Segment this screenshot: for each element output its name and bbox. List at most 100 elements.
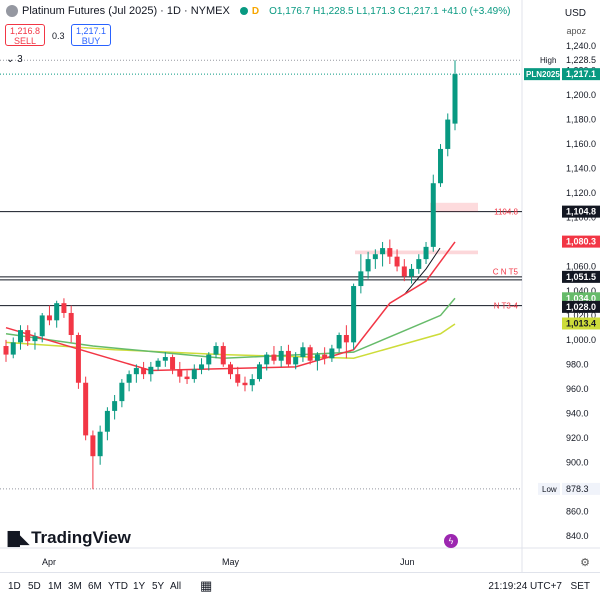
ema-green-line (5, 297, 456, 360)
timeframe-3m[interactable]: 3M (68, 581, 82, 592)
axis-mode-label: apoz (566, 26, 586, 36)
badge-1051: 1,051.5 (566, 272, 596, 282)
candle-body (271, 354, 277, 361)
candle-body (213, 346, 219, 355)
xaxis-apr: Apr (42, 557, 56, 567)
symbol-title[interactable]: Platinum Futures (Jul 2025) · 1D · NYMEX (22, 5, 230, 17)
ticker-label-bg (524, 68, 560, 81)
high-value: 1,228.5 (566, 55, 596, 65)
candle-body (452, 74, 458, 124)
ohlc-readout: O1,176.7 H1,228.5 L1,171.3 C1,217.1 +41.… (269, 6, 510, 17)
session-settings[interactable]: SET (570, 581, 590, 592)
candle-body (25, 330, 31, 342)
candle-body (177, 369, 183, 377)
candle-body (54, 303, 60, 321)
gear-icon[interactable]: ⚙ (580, 557, 590, 569)
tradingview-logo: ▇◣ TradingView (8, 528, 131, 548)
price-tick-label: 900.0 (566, 457, 589, 467)
sell-button[interactable]: 1,216.8 SELL (5, 24, 45, 46)
candle-body (372, 254, 378, 260)
price-tick-label: 1,120.0 (566, 188, 596, 198)
chart-header: Platinum Futures (Jul 2025) · 1D · NYMEX… (6, 5, 510, 17)
candle-body (380, 248, 386, 255)
badge-1013: 1,013.4 (566, 319, 596, 329)
candle-body (148, 366, 154, 375)
resistance-zone (430, 202, 478, 212)
price-tick-label: 1,040.0 (566, 286, 596, 296)
candle-body (228, 364, 233, 375)
price-tick-label: 940.0 (566, 408, 589, 418)
chevron-down-icon: ⌄ (6, 54, 15, 65)
candle-body (3, 346, 9, 355)
price-tick-label: 1,200.0 (566, 90, 596, 100)
badge-1013-bg (562, 317, 600, 330)
candle-body (184, 376, 190, 380)
date-range-icon[interactable]: ▦ (200, 578, 213, 593)
candle-body (162, 357, 168, 361)
candle-body (17, 330, 23, 343)
candle-body (351, 286, 357, 343)
market-status-icon (239, 7, 248, 15)
price-tick-label: 1,060.0 (566, 261, 596, 271)
timeframe-6m[interactable]: 6M (88, 581, 102, 592)
indicators-toggle[interactable]: ⌄ 3 (6, 54, 23, 65)
price-tick-label: 960.0 (566, 384, 589, 394)
ticker-label: PLN2025 (526, 70, 560, 79)
indicators-count: 3 (17, 54, 23, 65)
candle-body (256, 364, 262, 380)
zone-1072 (355, 250, 478, 255)
sell-label: SELL (13, 36, 37, 46)
price-tick-label: 1,240.0 (566, 41, 596, 51)
candle-body (133, 368, 139, 375)
price-tick-label: 840.0 (566, 531, 589, 541)
badge-1028: 1,028.0 (566, 302, 596, 312)
candle-body (278, 350, 284, 361)
candle-body (394, 256, 400, 267)
badge-1104: 1,104.8 (566, 207, 596, 217)
flash-icon[interactable]: ϟ (444, 534, 458, 548)
xaxis-jun: Jun (400, 557, 415, 567)
candle-body (307, 347, 313, 361)
candle-body (61, 303, 67, 313)
candle-body (191, 369, 197, 380)
buy-button[interactable]: 1,217.1 BUY (71, 24, 111, 46)
xaxis-may: May (222, 557, 240, 567)
ema-red-line (5, 241, 456, 372)
candle-body (438, 148, 444, 184)
candle-body (423, 246, 429, 260)
candle-body (387, 248, 393, 257)
timeframe-1m[interactable]: 1M (48, 581, 62, 592)
hline-1104-label: 1104.8 (494, 208, 518, 217)
trendline-drawing (403, 247, 441, 295)
timeframe-1y[interactable]: 1Y (133, 581, 146, 592)
sell-price: 1,216.8 (9, 26, 41, 36)
candle-body (206, 354, 212, 365)
timeframe-5d[interactable]: 5D (28, 581, 41, 592)
timeframe-all[interactable]: All (170, 581, 182, 592)
ema-yellow-line (5, 323, 456, 360)
timeframe-1d[interactable]: 1D (8, 581, 21, 592)
timeframe-5y[interactable]: 5Y (152, 581, 165, 592)
candle-body (10, 342, 16, 355)
candle-body (104, 410, 110, 432)
timeframe-ytd[interactable]: YTD (108, 581, 128, 592)
candle-body (170, 357, 176, 370)
ohlc-change: +41.0 (+3.49%) (441, 5, 511, 17)
candle-body (97, 431, 103, 457)
buy-label: BUY (81, 36, 101, 46)
candle-body (285, 350, 291, 365)
price-tick-label: 1,020.0 (566, 310, 596, 320)
currency-label[interactable]: USD (564, 8, 586, 19)
clock-readout[interactable]: 21:19:24 UTC+7 (488, 581, 562, 592)
candle-body (314, 354, 320, 361)
ohlc-low: L1,171.3 (356, 5, 396, 17)
candle-body (329, 348, 335, 359)
symbol-logo-icon (6, 5, 18, 17)
candle-body (112, 401, 118, 411)
high-label: High (540, 56, 556, 65)
candle-body (126, 374, 132, 383)
candle-body (119, 382, 125, 402)
candle-body (343, 335, 349, 343)
low-value: 878.3 (566, 484, 589, 494)
